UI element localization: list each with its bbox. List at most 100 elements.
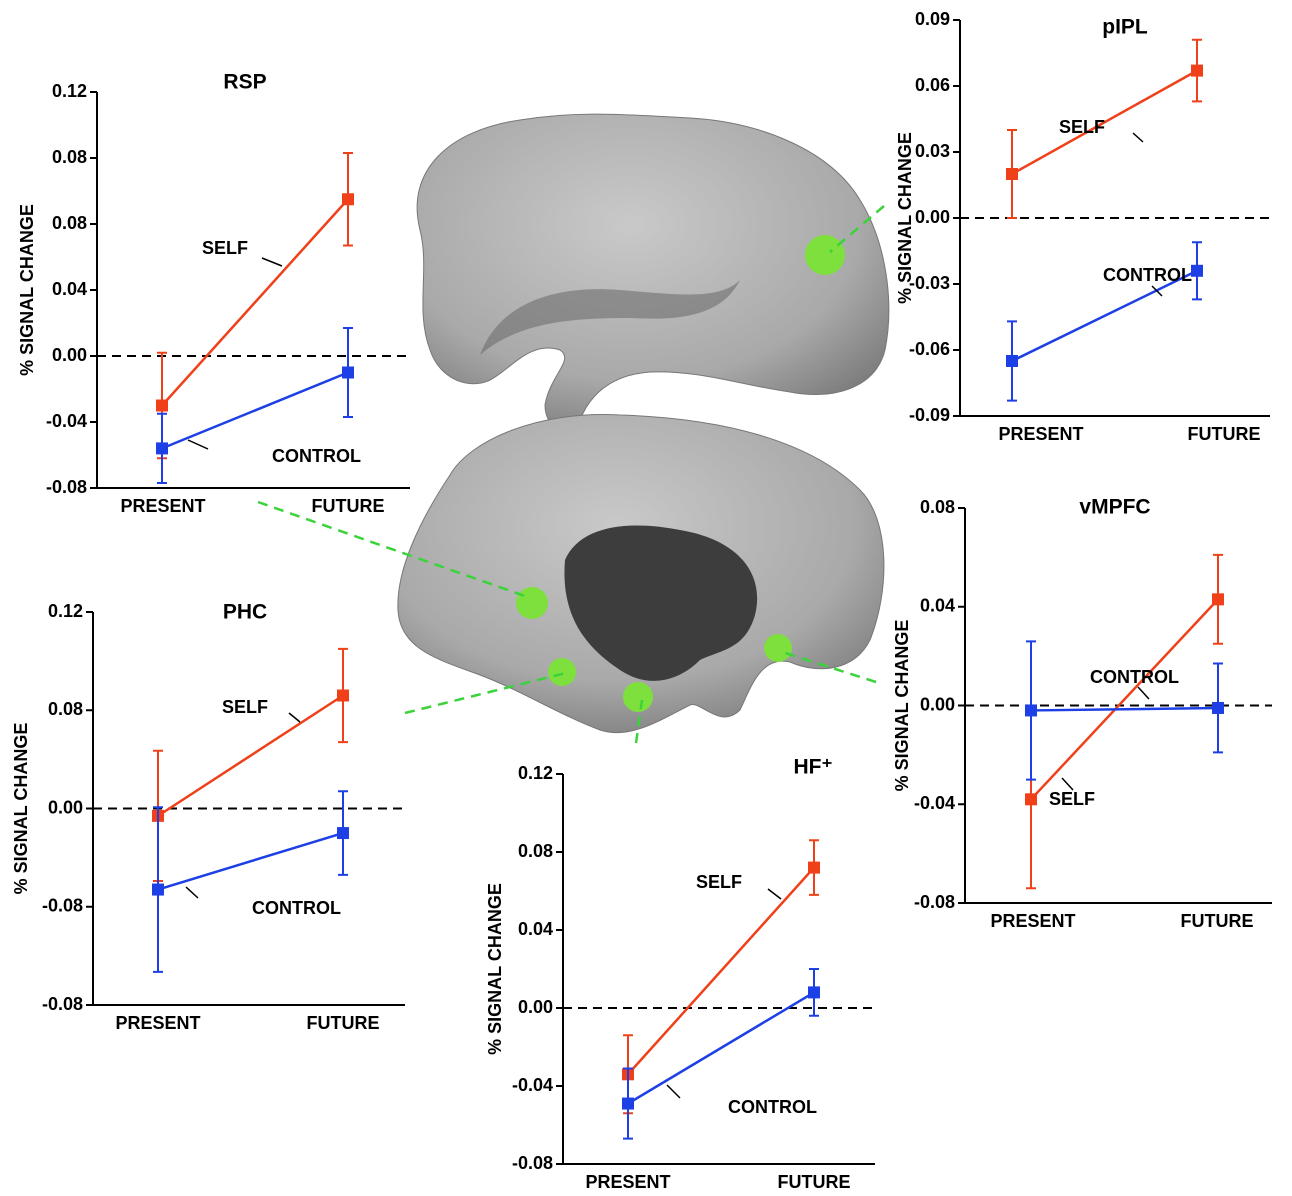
data-point xyxy=(1191,65,1203,77)
series-label: CONTROL xyxy=(1090,667,1179,687)
data-point xyxy=(337,690,349,702)
data-point xyxy=(808,986,820,998)
chart-title: PHC xyxy=(223,601,267,624)
series-label: CONTROL xyxy=(272,446,361,466)
data-point xyxy=(342,367,354,379)
y-tick-label: -0.08 xyxy=(46,477,87,497)
data-point xyxy=(337,827,349,839)
y-axis-label: % SIGNAL CHANGE xyxy=(892,620,912,792)
x-tick-label: PRESENT xyxy=(585,1172,670,1192)
chart-panel: PHC% SIGNAL CHANGE-0.08-0.080.000.080.12… xyxy=(11,601,405,1033)
series-line xyxy=(162,373,348,449)
chart-title: HF⁺ xyxy=(793,756,832,779)
x-tick-label: FUTURE xyxy=(1181,911,1254,931)
chart-title: pIPL xyxy=(1102,16,1148,39)
series-line xyxy=(628,992,814,1103)
y-tick-label: -0.06 xyxy=(909,339,950,359)
data-point xyxy=(156,400,168,412)
y-tick-label: -0.04 xyxy=(46,411,87,431)
chart-panel: vMPFC % SIGNAL CHANGE -0.08 -0.04 0.00 0.04 0.… xyxy=(892,496,1272,931)
series-label: SELF xyxy=(1049,789,1095,809)
leader-line xyxy=(188,440,208,449)
y-tick-label: 0.08 xyxy=(52,147,87,167)
series-line xyxy=(1031,599,1218,799)
series-label: SELF xyxy=(202,238,248,258)
y-tick-label: -0.08 xyxy=(914,892,955,912)
brain-illustration xyxy=(258,114,889,743)
roi-pipl xyxy=(805,235,845,275)
x-tick-label: PRESENT xyxy=(120,496,205,516)
y-tick-label: 0.08 xyxy=(920,497,955,517)
y-tick-label: 0.09 xyxy=(915,9,950,29)
series-label: SELF xyxy=(696,872,742,892)
data-point xyxy=(808,862,820,874)
leader-line xyxy=(768,889,781,899)
data-point xyxy=(1006,168,1018,180)
series-label: SELF xyxy=(222,697,268,717)
y-tick-label: 0.12 xyxy=(48,601,83,621)
leader-line xyxy=(262,258,282,266)
y-axis-label: % SIGNAL CHANGE xyxy=(17,204,37,376)
y-tick-label: 0.12 xyxy=(518,763,553,783)
leader-line xyxy=(1133,133,1143,142)
leader-line xyxy=(1138,687,1149,699)
y-tick-label: 0.03 xyxy=(915,141,950,161)
y-tick-label: 0.00 xyxy=(518,997,553,1017)
data-point xyxy=(342,193,354,205)
y-tick-label: 0.08 xyxy=(518,841,553,861)
figure: RSP % SIGNAL CHANGE -0.08 -0.04 0.00 0.04 0.08… xyxy=(0,0,1292,1196)
y-tick-label: 0.08 xyxy=(48,699,83,719)
data-point xyxy=(1212,702,1224,714)
data-point xyxy=(1025,704,1037,716)
roi-phc xyxy=(548,658,576,686)
data-point xyxy=(156,442,168,454)
y-tick-label: 0.00 xyxy=(915,207,950,227)
series-label: CONTROL xyxy=(728,1097,817,1117)
y-tick-label: -0.04 xyxy=(512,1075,553,1095)
chart-panel: pIPL% SIGNAL CHANGE-0.09-0.06-0.030.000.… xyxy=(895,9,1270,444)
series-label: SELF xyxy=(1059,117,1105,137)
series-label: CONTROL xyxy=(1103,265,1192,285)
chart-panel: RSP % SIGNAL CHANGE -0.08 -0.04 0.00 0.04 0.08… xyxy=(17,71,410,516)
y-tick-label: -0.03 xyxy=(909,273,950,293)
x-tick-label: FUTURE xyxy=(307,1013,380,1033)
y-tick-label: 0.04 xyxy=(52,279,87,299)
y-axis-label: % SIGNAL CHANGE xyxy=(11,723,31,895)
chart-panel: HF⁺ % SIGNAL CHANGE -0.08 -0.04 0.00 0.04 0.08… xyxy=(485,756,875,1192)
y-tick-label: 0.04 xyxy=(920,596,955,616)
x-tick-label: FUTURE xyxy=(312,496,385,516)
chart-title: vMPFC xyxy=(1079,496,1150,519)
series-line xyxy=(628,868,814,1075)
data-point xyxy=(1006,355,1018,367)
x-tick-label: PRESENT xyxy=(115,1013,200,1033)
roi-hf xyxy=(623,682,653,712)
y-tick-label: -0.09 xyxy=(909,405,950,425)
data-point xyxy=(622,1098,634,1110)
y-tick-label: 0.06 xyxy=(915,75,950,95)
roi-vmpfc xyxy=(764,634,792,662)
data-point xyxy=(1025,793,1037,805)
chart-title: RSP xyxy=(223,71,266,94)
y-tick-label: 0.00 xyxy=(920,694,955,714)
data-point xyxy=(1191,265,1203,277)
y-tick-label: 0.04 xyxy=(518,919,553,939)
data-point xyxy=(1212,593,1224,605)
roi-rsp xyxy=(516,587,548,619)
y-tick-label: -0.04 xyxy=(914,793,955,813)
y-tick-label: 0.12 xyxy=(52,81,87,101)
y-tick-label: -0.08 xyxy=(512,1153,553,1173)
y-tick-label: 0.08 xyxy=(52,213,87,233)
x-tick-label: FUTURE xyxy=(778,1172,851,1192)
x-tick-label: FUTURE xyxy=(1188,424,1261,444)
y-axis-label: % SIGNAL CHANGE xyxy=(485,883,505,1055)
leader-line xyxy=(186,887,198,898)
y-tick-label: -0.08 xyxy=(42,896,83,916)
y-tick-label: 0.00 xyxy=(48,797,83,817)
leader-line xyxy=(289,713,300,722)
leader-line xyxy=(667,1085,680,1098)
x-tick-label: PRESENT xyxy=(998,424,1083,444)
y-tick-label: 0.00 xyxy=(52,345,87,365)
series-label: CONTROL xyxy=(252,898,341,918)
series-line xyxy=(158,833,343,889)
series-line xyxy=(162,199,348,405)
